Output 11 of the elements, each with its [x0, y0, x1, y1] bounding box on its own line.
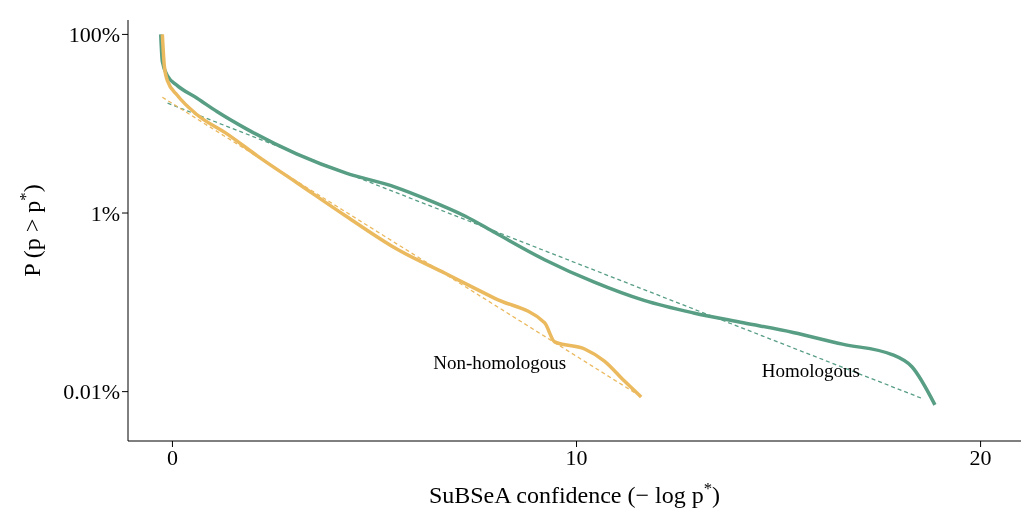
x-axis-title: SuBSeA confidence (− log p$^{*}$)	[428, 478, 721, 508]
x-tick-label: 0	[166, 444, 178, 470]
y-tick-label: 1%	[90, 200, 120, 226]
x-tick-label: 10	[565, 444, 588, 470]
line-series	[160, 32, 643, 399]
series-label: Non-homologous	[433, 352, 567, 374]
line-series	[158, 32, 937, 407]
x-tick-label: 20	[969, 444, 992, 470]
y-tick-label: 100%	[68, 22, 120, 48]
y-tick-label: 0.01%	[63, 379, 120, 405]
series-label: Homologous	[761, 359, 860, 381]
